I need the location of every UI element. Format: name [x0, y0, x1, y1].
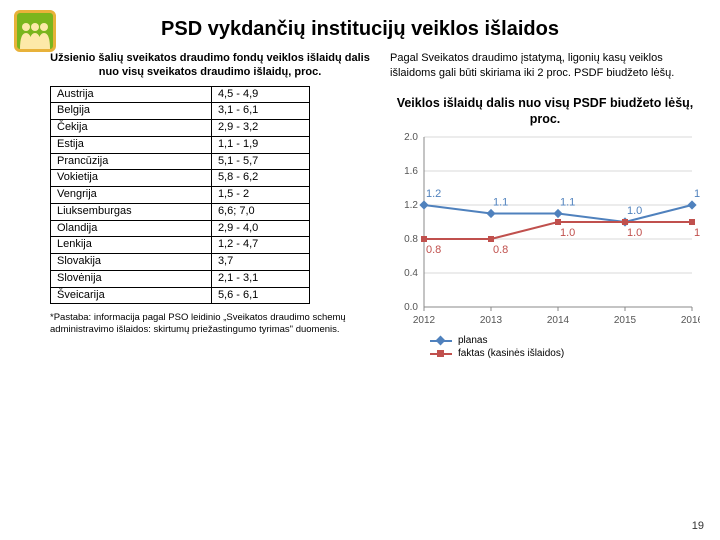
svg-text:1.2: 1.2	[694, 188, 700, 200]
table-row: Austrija4,5 - 4,9	[51, 86, 310, 103]
legend-label: faktas (kasinės išlaidos)	[458, 348, 564, 359]
table-cell: Čekija	[51, 120, 212, 137]
table-cell: 3,1 - 6,1	[211, 103, 309, 120]
table-cell: Liuksemburgas	[51, 203, 212, 220]
table-cell: Lenkija	[51, 237, 212, 254]
table-cell: Estija	[51, 136, 212, 153]
table-cell: 2,9 - 4,0	[211, 220, 309, 237]
chart-container: Veiklos išlaidų dalis nuo visų PSDF biud…	[390, 95, 700, 360]
table-cell: 1,1 - 1,9	[211, 136, 309, 153]
table-heading: Užsienio šalių sveikatos draudimo fondų …	[50, 51, 370, 80]
slide-logo	[14, 10, 56, 52]
table-row: Slovėnija2,1 - 3,1	[51, 270, 310, 287]
legend-item: faktas (kasinės išlaidos)	[430, 348, 700, 359]
table-cell: 3,7	[211, 254, 309, 271]
svg-text:1.0: 1.0	[627, 227, 642, 239]
table-cell: Vokietija	[51, 170, 212, 187]
svg-text:1.2: 1.2	[426, 188, 441, 200]
svg-text:0.0: 0.0	[404, 302, 418, 313]
page-title: PSD vykdančių institucijų veiklos išlaid…	[0, 0, 720, 41]
svg-text:1.1: 1.1	[493, 197, 508, 209]
table-row: Prancūzija5,1 - 5,7	[51, 153, 310, 170]
table-row: Olandija2,9 - 4,0	[51, 220, 310, 237]
table-row: Vengrija1,5 - 2	[51, 187, 310, 204]
table-row: Slovakija3,7	[51, 254, 310, 271]
table-cell: Slovėnija	[51, 270, 212, 287]
left-column: Užsienio šalių sveikatos draudimo fondų …	[50, 51, 370, 359]
footnote: *Pastaba: informacija pagal PSO leidinio…	[50, 312, 360, 336]
table-row: Liuksemburgas6,6; 7,0	[51, 203, 310, 220]
legend-label: planas	[458, 335, 487, 346]
table-row: Estija1,1 - 1,9	[51, 136, 310, 153]
table-row: Vokietija5,8 - 6,2	[51, 170, 310, 187]
svg-text:2013: 2013	[480, 315, 503, 326]
table-row: Čekija2,9 - 3,2	[51, 120, 310, 137]
table-cell: 2,9 - 3,2	[211, 120, 309, 137]
table-cell: Slovakija	[51, 254, 212, 271]
table-cell: 4,5 - 4,9	[211, 86, 309, 103]
chart-title: Veiklos išlaidų dalis nuo visų PSDF biud…	[390, 95, 700, 128]
table-cell: Austrija	[51, 86, 212, 103]
svg-text:2016: 2016	[681, 315, 700, 326]
svg-text:1.6: 1.6	[404, 166, 418, 177]
table-cell: Šveicarija	[51, 287, 212, 304]
table-cell: 1,2 - 4,7	[211, 237, 309, 254]
page-number: 19	[692, 520, 704, 532]
svg-text:0.8: 0.8	[426, 244, 441, 256]
svg-text:1.0: 1.0	[694, 227, 700, 239]
country-table: Austrija4,5 - 4,9Belgija3,1 - 6,1Čekija2…	[50, 86, 310, 305]
svg-text:2014: 2014	[547, 315, 570, 326]
table-row: Belgija3,1 - 6,1	[51, 103, 310, 120]
table-cell: 6,6; 7,0	[211, 203, 309, 220]
table-row: Šveicarija5,6 - 6,1	[51, 287, 310, 304]
svg-text:0.4: 0.4	[404, 268, 418, 279]
svg-text:0.8: 0.8	[404, 234, 418, 245]
svg-text:1.0: 1.0	[560, 227, 575, 239]
right-note: Pagal Sveikatos draudimo įstatymą, ligon…	[390, 51, 700, 81]
svg-text:2012: 2012	[413, 315, 436, 326]
table-cell: Vengrija	[51, 187, 212, 204]
table-cell: 2,1 - 3,1	[211, 270, 309, 287]
line-chart: 0.0 0.4 0.8 1.2 1.6 2.0 2012 2013 2014 2015 2016 1.…	[390, 131, 700, 331]
table-row: Lenkija1,2 - 4,7	[51, 237, 310, 254]
svg-text:2015: 2015	[614, 315, 637, 326]
legend-item: planas	[430, 335, 700, 346]
svg-text:1.1: 1.1	[560, 197, 575, 209]
svg-text:2.0: 2.0	[404, 132, 418, 143]
svg-text:0.8: 0.8	[493, 244, 508, 256]
right-column: Pagal Sveikatos draudimo įstatymą, ligon…	[390, 51, 700, 359]
table-cell: Prancūzija	[51, 153, 212, 170]
svg-text:1.2: 1.2	[404, 200, 418, 211]
table-cell: Belgija	[51, 103, 212, 120]
chart-legend: planas faktas (kasinės išlaidos)	[390, 335, 700, 359]
table-cell: 1,5 - 2	[211, 187, 309, 204]
table-cell: 5,8 - 6,2	[211, 170, 309, 187]
table-cell: 5,1 - 5,7	[211, 153, 309, 170]
table-cell: 5,6 - 6,1	[211, 287, 309, 304]
svg-text:1.0: 1.0	[627, 205, 642, 217]
table-cell: Olandija	[51, 220, 212, 237]
